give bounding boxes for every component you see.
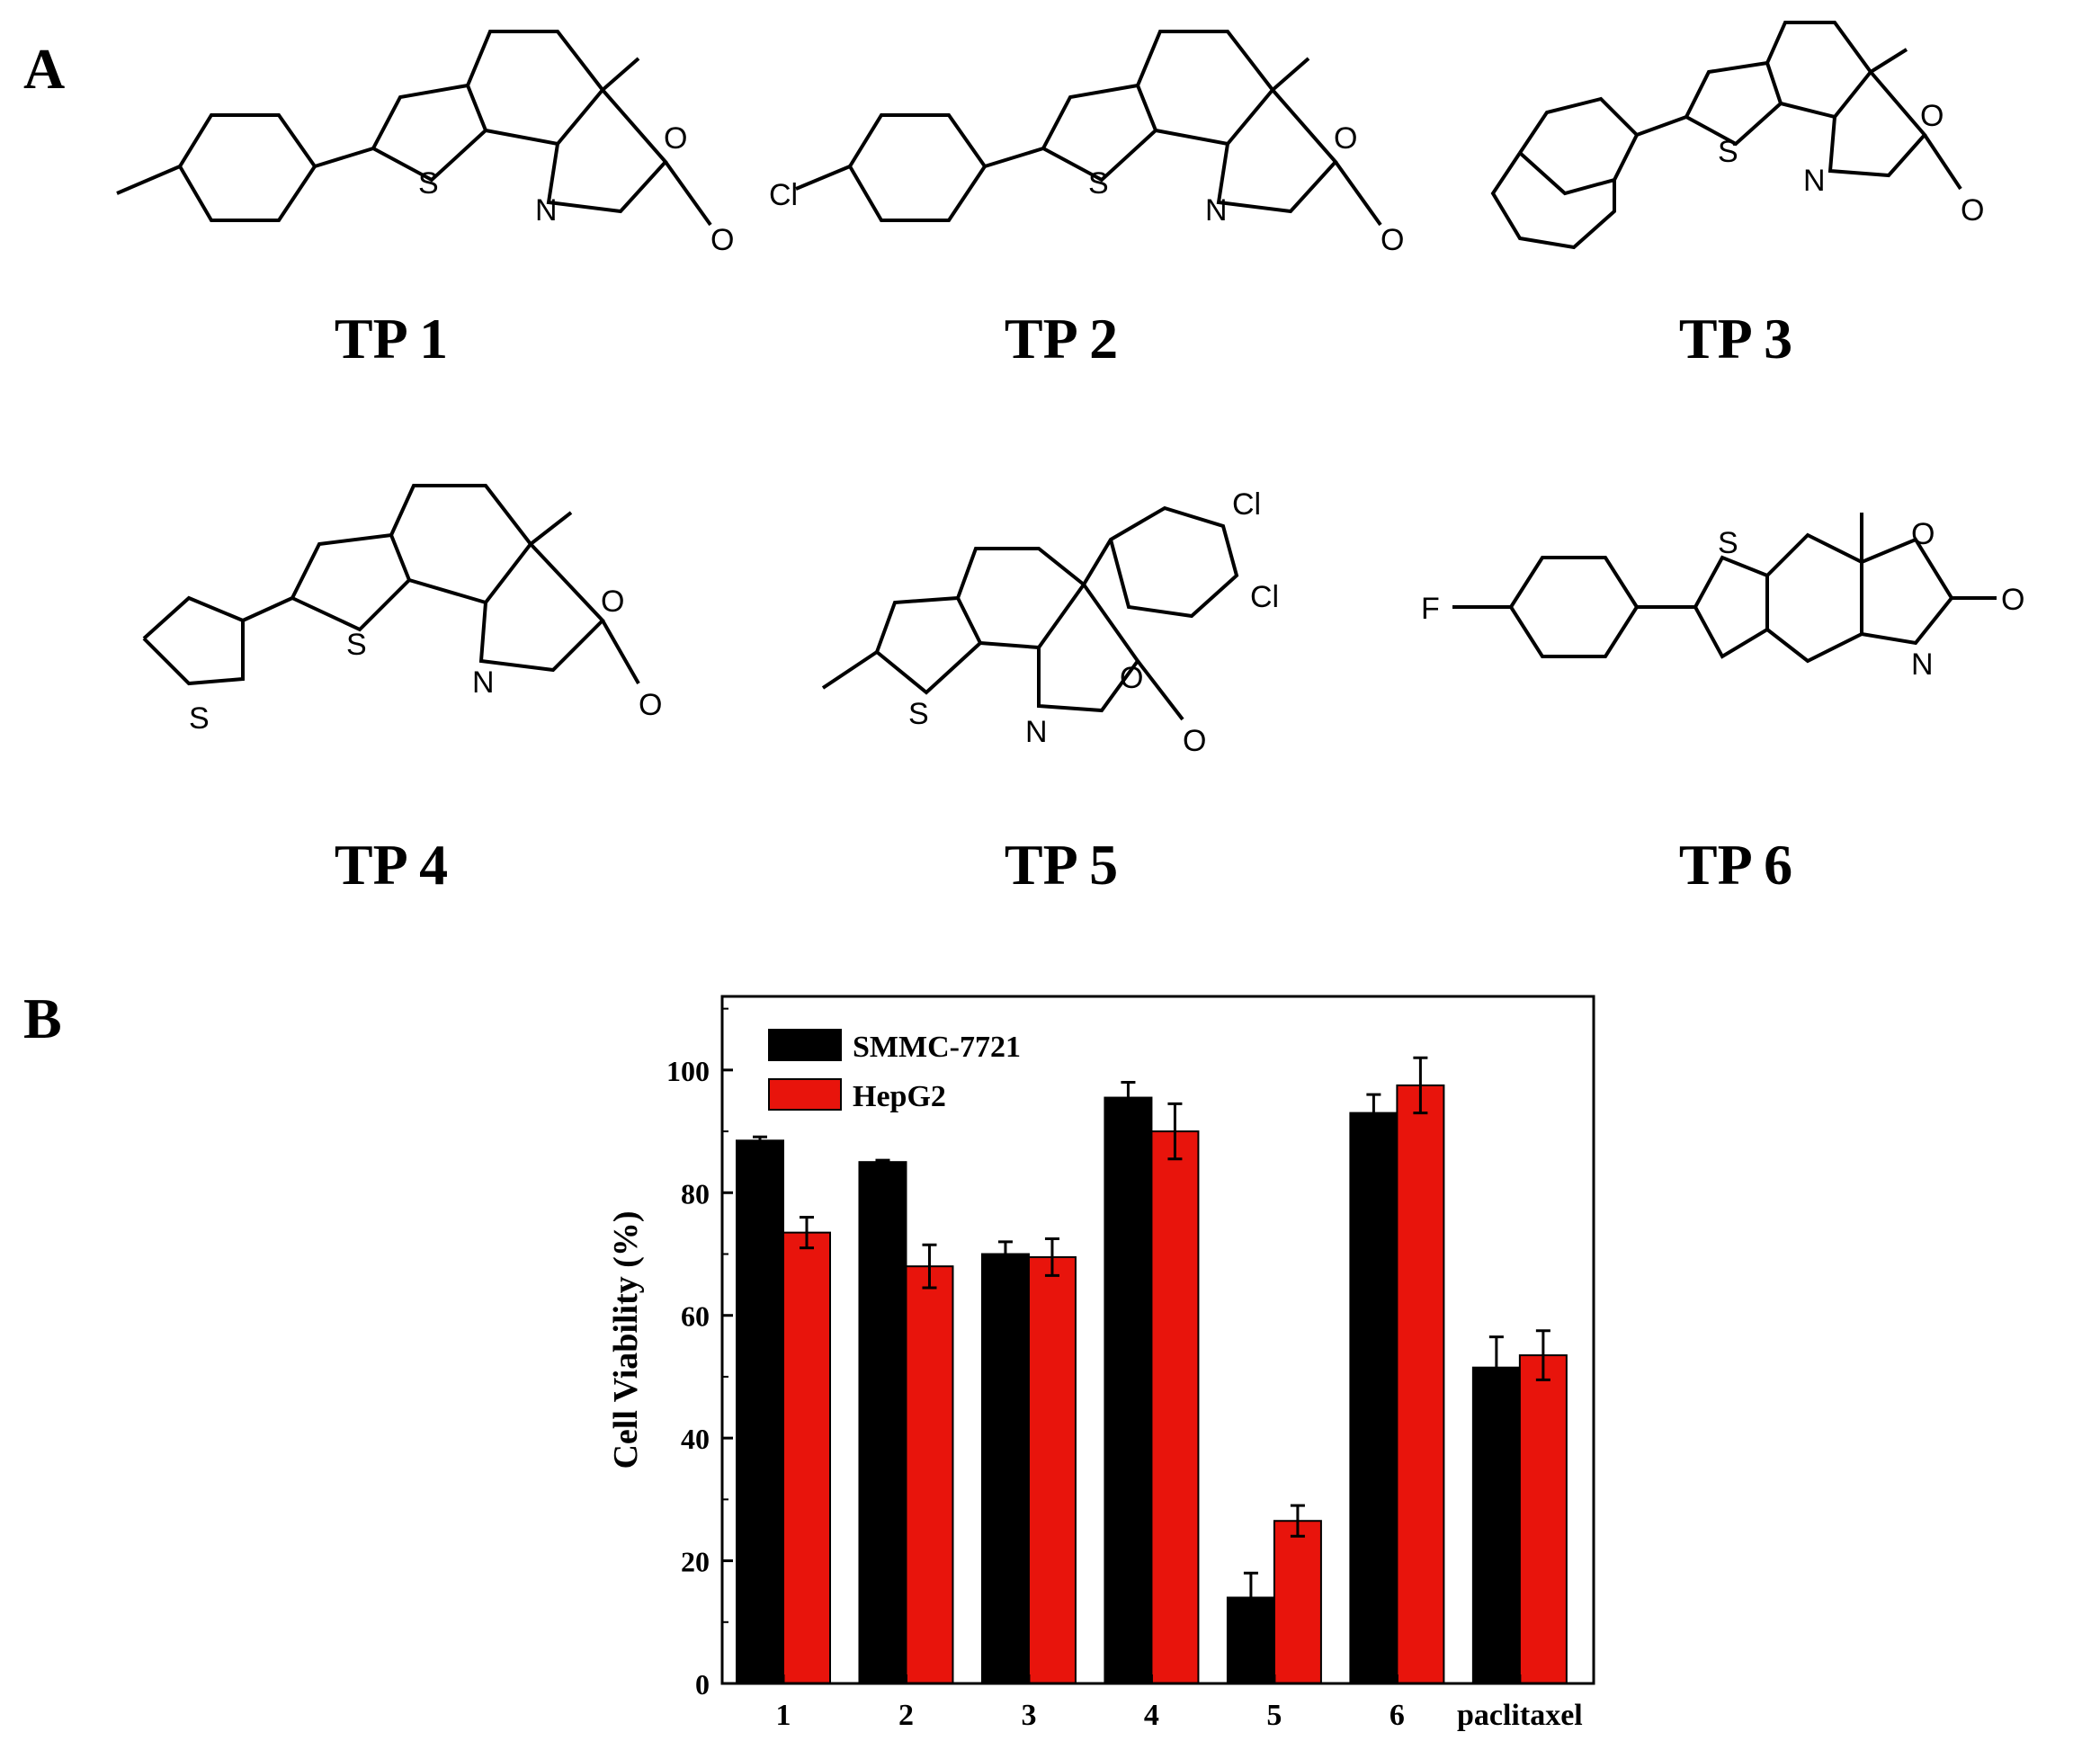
y-tick-label: 40 — [681, 1423, 710, 1455]
compound-tp2: Cl S N O O TP 2 — [733, 0, 1416, 371]
tp3-label: TP 3 — [1678, 307, 1793, 371]
x-tick-label: 1 — [776, 1699, 791, 1732]
tp4-atom-s1: S — [189, 701, 210, 736]
tp4-atom-o2: O — [639, 688, 662, 722]
tp5-atom-s: S — [908, 697, 929, 731]
x-tick-label: 2 — [898, 1699, 914, 1732]
tp4-atom-n: N — [472, 665, 495, 700]
plot-frame — [720, 995, 1595, 1685]
tp6-label: TP 6 — [1678, 833, 1793, 897]
tp2-label: TP 2 — [1004, 307, 1119, 371]
legend-label-1: HepG2 — [853, 1080, 946, 1113]
tp3-atom-s: S — [1718, 135, 1738, 169]
legend-label-0: SMMC-7721 — [853, 1031, 1021, 1064]
tp3-atom-o1: O — [1920, 99, 1944, 133]
tp3-structure: S N O O — [1490, 21, 1984, 250]
tp4-structure: S S N O O — [142, 484, 662, 736]
tp6-atom-f: F — [1421, 592, 1440, 626]
y-tick-label: 100 — [666, 1055, 710, 1087]
tp6-atom-o2: O — [2001, 583, 2024, 617]
tp2-atom-o2: O — [1381, 223, 1404, 257]
bar-smmc-6 — [1471, 1366, 1521, 1684]
tp5-label: TP 5 — [1004, 833, 1119, 897]
tp5-atom-o1: O — [1120, 661, 1143, 695]
y-tick-label: 60 — [681, 1300, 710, 1333]
bar-smmc-1 — [858, 1161, 907, 1684]
tp1-label: TP 1 — [334, 307, 449, 371]
x-tick-label: 6 — [1390, 1699, 1405, 1732]
tp5-atom-o2: O — [1183, 724, 1206, 758]
x-tick-label: 5 — [1266, 1699, 1282, 1732]
bar-hepg2-3 — [1150, 1130, 1200, 1684]
x-tick-label: paclitaxel — [1457, 1699, 1583, 1732]
bar-hepg2-4 — [1273, 1520, 1322, 1685]
tp1-atom-o2: O — [710, 223, 734, 257]
panel-a-label: A — [23, 37, 66, 101]
tp1-atom-n: N — [535, 193, 558, 228]
tp1-atom-s: S — [418, 166, 439, 201]
tp5-atom-n: N — [1025, 715, 1048, 749]
tp6-structure: F S N O O — [1421, 513, 2024, 682]
tp3-atom-o2: O — [1961, 193, 1984, 228]
bar-hepg2-1 — [905, 1265, 954, 1684]
tp1-structure: S N O O — [116, 30, 734, 257]
tp5-structure: Cl Cl S N O O — [821, 487, 1279, 758]
tp6-atom-n: N — [1911, 647, 1934, 682]
tp2-atom-s: S — [1088, 166, 1109, 201]
tp2-atom-o1: O — [1334, 121, 1357, 156]
tp4-label: TP 4 — [334, 833, 449, 897]
bar-smmc-3 — [1104, 1096, 1153, 1684]
compound-tp4: S S N O O TP 4 — [63, 468, 746, 897]
tp1-atom-o1: O — [664, 121, 687, 156]
compound-tp5: Cl Cl S N O O TP 5 — [733, 468, 1416, 897]
compound-tp1: S N O O TP 1 — [63, 0, 746, 371]
tp4-atom-o1: O — [601, 585, 624, 619]
tp5-atom-cl1: Cl — [1232, 487, 1261, 522]
tp3-atom-n: N — [1803, 164, 1826, 198]
y-tick-label: 0 — [695, 1668, 710, 1701]
y-axis-label: Cell Viability (%) — [607, 1210, 645, 1469]
bar-hepg2-0 — [782, 1231, 831, 1684]
tp6-atom-s: S — [1718, 526, 1738, 560]
panel-b-label: B — [23, 987, 62, 1050]
tp5-atom-cl2: Cl — [1250, 580, 1279, 614]
bar-smmc-5 — [1349, 1112, 1399, 1685]
bar-hepg2-6 — [1518, 1354, 1568, 1685]
tp6-atom-o1: O — [1911, 517, 1935, 551]
y-tick-label: 20 — [681, 1546, 710, 1578]
bar-hepg2-2 — [1027, 1255, 1077, 1685]
legend-swatch-0 — [768, 1029, 842, 1061]
bar-smmc-0 — [736, 1139, 784, 1684]
legend-swatch-1 — [768, 1078, 842, 1111]
tp2-structure: Cl S N O O — [769, 30, 1404, 257]
tp2-atom-cl: Cl — [769, 178, 798, 212]
y-tick-label: 80 — [681, 1177, 710, 1210]
x-tick-label: 3 — [1021, 1699, 1036, 1732]
x-tick-label: 4 — [1144, 1699, 1159, 1732]
bar-hepg2-5 — [1396, 1084, 1445, 1685]
tp4-atom-s2: S — [346, 628, 367, 662]
compound-tp6: F S N O O TP 6 — [1412, 468, 2096, 897]
bar-smmc-2 — [980, 1253, 1030, 1684]
tp2-atom-n: N — [1205, 193, 1228, 228]
compound-tp3: S N O O TP 3 — [1421, 0, 2100, 371]
